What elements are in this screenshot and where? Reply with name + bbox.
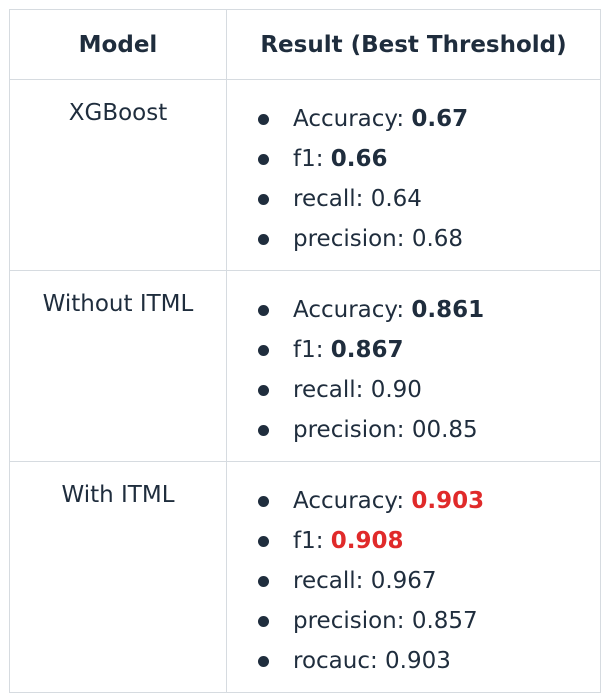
bullet-icon	[258, 496, 269, 507]
metric-item: f1: 0.908	[258, 521, 600, 561]
model-name: XGBoost	[9, 79, 227, 271]
metric-label: Accuracy:	[293, 297, 412, 323]
metric-item: f1: 0.867	[258, 330, 600, 370]
table-row: XGBoost Accuracy: 0.67 f1: 0.66 recall: …	[9, 79, 601, 271]
metrics-list: Accuracy: 0.903 f1: 0.908 recall: 0.967 …	[227, 481, 600, 681]
bullet-icon	[258, 616, 269, 627]
metric-value: 0.67	[411, 106, 469, 132]
metric-value: 0.68	[411, 226, 464, 252]
bullet-icon	[258, 656, 269, 667]
metric-label: f1:	[293, 337, 331, 363]
metric-label: precision:	[293, 417, 412, 443]
metric-item: rocauc: 0.903	[258, 641, 600, 681]
results-table-container: Model Result (Best Threshold) XGBoost Ac…	[9, 9, 601, 693]
metrics-list: Accuracy: 0.861 f1: 0.867 recall: 0.90 p…	[227, 290, 600, 450]
bullet-icon	[258, 385, 269, 396]
table-row: With ITML Accuracy: 0.903 f1: 0.908 reca…	[9, 461, 601, 693]
metric-label: Accuracy:	[293, 488, 412, 514]
metric-value: 0.967	[370, 568, 437, 594]
metric-label: f1:	[293, 146, 331, 172]
metric-item: recall: 0.64	[258, 179, 600, 219]
metric-value: 0.64	[370, 186, 422, 212]
bullet-icon	[258, 154, 269, 165]
model-name: With ITML	[9, 461, 227, 693]
metric-label: precision:	[293, 226, 412, 252]
header-result: Result (Best Threshold)	[226, 9, 601, 80]
metric-item: precision: 0.857	[258, 601, 600, 641]
metric-value: 0.66	[330, 146, 388, 172]
bullet-icon	[258, 536, 269, 547]
metric-label: precision:	[293, 608, 412, 634]
metric-value: 0.857	[411, 608, 478, 634]
metric-label: recall:	[293, 186, 371, 212]
metric-label: Accuracy:	[293, 106, 412, 132]
metric-item: recall: 0.90	[258, 370, 600, 410]
bullet-icon	[258, 345, 269, 356]
metric-label: rocauc:	[293, 648, 386, 674]
bullet-icon	[258, 114, 269, 125]
metric-item: Accuracy: 0.861	[258, 290, 600, 330]
result-cell: Accuracy: 0.861 f1: 0.867 recall: 0.90 p…	[226, 270, 601, 462]
model-name: Without ITML	[9, 270, 227, 462]
metrics-list: Accuracy: 0.67 f1: 0.66 recall: 0.64 pre…	[227, 99, 600, 259]
table-row: Without ITML Accuracy: 0.861 f1: 0.867 r…	[9, 270, 601, 462]
metric-value: 0.867	[330, 337, 404, 363]
metric-item: Accuracy: 0.67	[258, 99, 600, 139]
metric-value: 00.85	[411, 417, 478, 443]
metric-label: recall:	[293, 568, 371, 594]
bullet-icon	[258, 234, 269, 245]
result-cell: Accuracy: 0.903 f1: 0.908 recall: 0.967 …	[226, 461, 601, 693]
metric-label: recall:	[293, 377, 371, 403]
bullet-icon	[258, 576, 269, 587]
metric-item: Accuracy: 0.903	[258, 481, 600, 521]
results-table: Model Result (Best Threshold) XGBoost Ac…	[9, 9, 601, 693]
metric-value: 0.903	[385, 648, 451, 674]
metric-value-highlight: 0.908	[330, 528, 404, 554]
bullet-icon	[258, 305, 269, 316]
bullet-icon	[258, 194, 269, 205]
metric-item: precision: 0.68	[258, 219, 600, 259]
bullet-icon	[258, 425, 269, 436]
table-header-row: Model Result (Best Threshold)	[9, 9, 601, 80]
result-cell: Accuracy: 0.67 f1: 0.66 recall: 0.64 pre…	[226, 79, 601, 271]
metric-value-highlight: 0.903	[411, 488, 485, 514]
metric-value: 0.861	[411, 297, 485, 323]
header-model: Model	[9, 9, 227, 80]
metric-value: 0.90	[370, 377, 422, 403]
metric-item: f1: 0.66	[258, 139, 600, 179]
metric-item: precision: 00.85	[258, 410, 600, 450]
metric-label: f1:	[293, 528, 331, 554]
metric-item: recall: 0.967	[258, 561, 600, 601]
